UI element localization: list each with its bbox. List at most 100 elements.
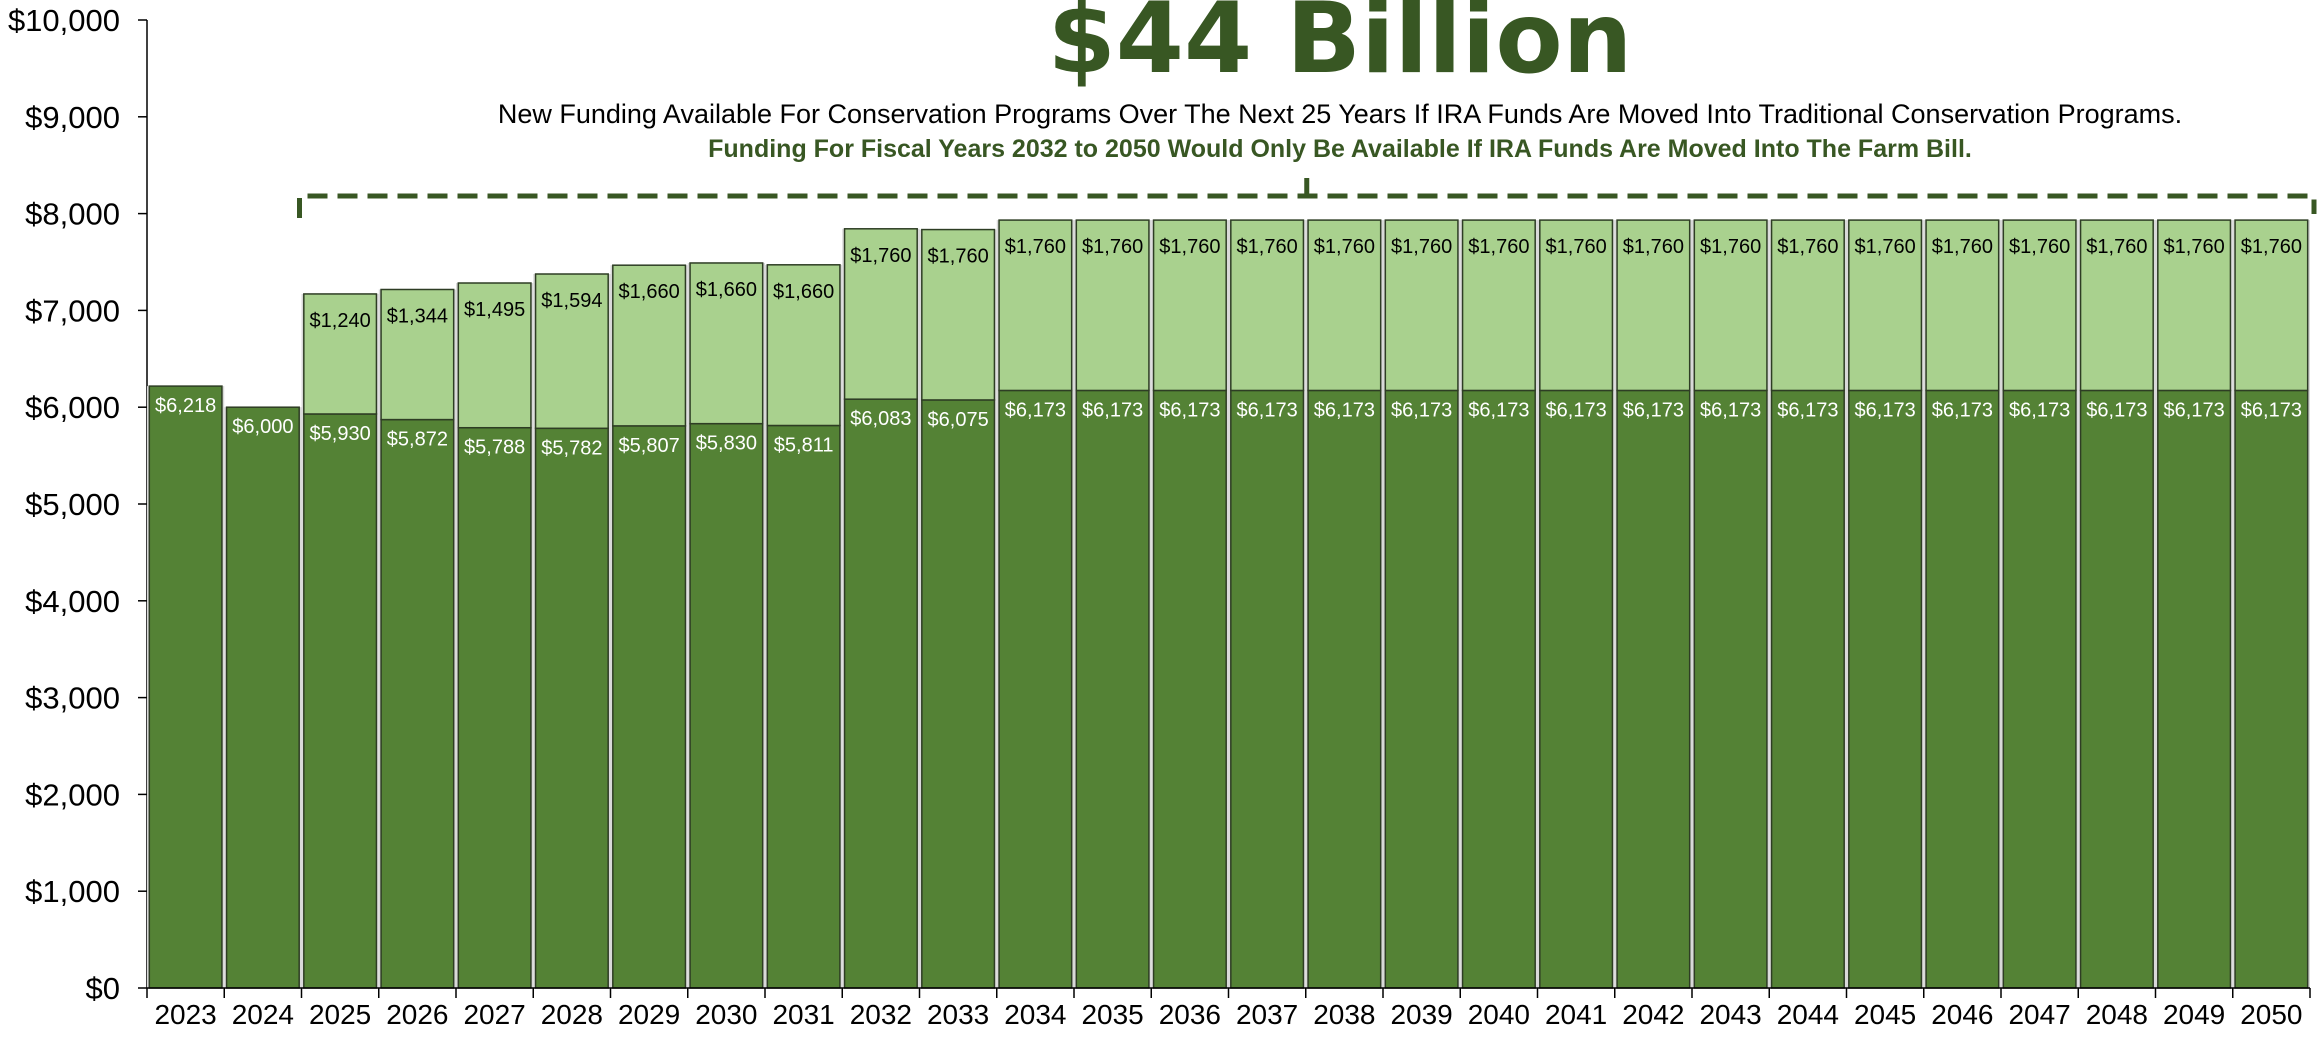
y-tick-label: $0 xyxy=(86,971,120,1006)
y-tick-label: $5,000 xyxy=(25,487,120,522)
data-label-base: $5,811 xyxy=(774,434,834,456)
y-tick-label: $6,000 xyxy=(25,390,120,425)
bar-base-2023 xyxy=(148,385,223,989)
bar-base-2025 xyxy=(303,413,378,989)
data-label-base: $6,173 xyxy=(1314,399,1375,421)
data-label-base: $5,788 xyxy=(464,437,525,459)
data-label-base: $6,173 xyxy=(1082,399,1143,421)
x-tick-label: 2032 xyxy=(850,999,912,1030)
bar-base-2034 xyxy=(998,389,1073,989)
bar-base-2027 xyxy=(457,426,532,989)
x-tick-label: 2037 xyxy=(1236,999,1298,1030)
x-tick-label: 2028 xyxy=(541,999,603,1030)
bar-base-2045 xyxy=(1848,389,1923,989)
x-tick-label: 2024 xyxy=(232,999,294,1030)
data-label-base: $5,930 xyxy=(310,423,371,445)
y-tick-label: $8,000 xyxy=(25,197,120,232)
chart-note: Funding For Fiscal Years 2032 to 2050 Wo… xyxy=(708,135,1972,163)
y-tick-label: $9,000 xyxy=(25,100,120,135)
bar-ira-2030 xyxy=(689,262,764,425)
bar-base-2049 xyxy=(2157,389,2232,989)
data-label-base: $6,173 xyxy=(1005,399,1066,421)
bar-ira-2036 xyxy=(1152,219,1227,392)
bar-base-2041 xyxy=(1539,389,1614,989)
data-label-ira: $1,495 xyxy=(464,299,525,321)
bar-base-2028 xyxy=(534,427,609,989)
x-tick-label: 2042 xyxy=(1622,999,1684,1030)
data-label-ira: $1,760 xyxy=(2164,236,2225,258)
data-label-base: $5,782 xyxy=(541,437,602,459)
bar-ira-2026 xyxy=(380,288,455,421)
bar-ira-2034 xyxy=(998,219,1073,392)
bar-ira-2045 xyxy=(1848,219,1923,392)
y-axis: $0 $1,000 $2,000 $3,000 $4,000 $5,000 $6,000 $7… xyxy=(8,3,148,1006)
bars: $6,218 $6,000 $5,930 $1,240 $5,872 $1,344 $5,7… xyxy=(147,219,2310,989)
data-label-ira: $1,760 xyxy=(850,245,911,267)
bar-ira-2050 xyxy=(2234,219,2309,392)
chart-headline: $44 Billion xyxy=(1048,0,1633,96)
data-label-ira: $1,760 xyxy=(1159,236,1220,258)
bar-base-2032 xyxy=(843,398,918,989)
x-tick-label: 2043 xyxy=(1699,999,1761,1030)
x-tick-label: 2040 xyxy=(1468,999,1530,1030)
data-label-base: $6,173 xyxy=(1546,399,1607,421)
bar-base-2024 xyxy=(225,406,300,989)
bar-ira-2043 xyxy=(1693,219,1768,392)
data-label-ira: $1,760 xyxy=(2241,236,2302,258)
x-axis: 2023 2024 2025 2026 2027 2028 2029 2030 2031 2032… xyxy=(146,987,2311,1030)
bar-base-2033 xyxy=(921,399,996,989)
chart-subtitle: New Funding Available For Conservation P… xyxy=(498,99,2182,129)
x-tick-label: 2038 xyxy=(1313,999,1375,1030)
x-tick-label: 2050 xyxy=(2240,999,2302,1030)
bar-base-2035 xyxy=(1075,389,1150,989)
data-label-base: $6,173 xyxy=(1391,399,1452,421)
x-tick-label: 2047 xyxy=(2008,999,2070,1030)
x-tick-label: 2034 xyxy=(1004,999,1066,1030)
bar-ira-2044 xyxy=(1770,219,1845,392)
bar-base-2040 xyxy=(1461,389,1536,989)
data-label-ira: $1,760 xyxy=(1623,236,1684,258)
x-tick-label: 2025 xyxy=(309,999,371,1030)
data-label-ira: $1,760 xyxy=(1546,236,1607,258)
bar-base-2043 xyxy=(1693,389,1768,989)
data-label-base: $6,173 xyxy=(1623,399,1684,421)
data-label-base: $6,083 xyxy=(850,408,911,430)
x-tick-label: 2046 xyxy=(1931,999,1993,1030)
bar-ira-2037 xyxy=(1230,219,1305,392)
data-label-ira: $1,660 xyxy=(773,281,834,303)
data-label-ira: $1,760 xyxy=(1005,236,1066,258)
y-tick-label: $7,000 xyxy=(25,293,120,328)
bar-ira-2033 xyxy=(921,228,996,401)
bar-base-2044 xyxy=(1770,389,1845,989)
bar-base-2039 xyxy=(1384,389,1459,989)
data-label-base: $6,173 xyxy=(2164,399,2225,421)
data-label-base: $6,173 xyxy=(2086,399,2147,421)
data-label-ira: $1,344 xyxy=(387,305,448,327)
x-tick-label: 2041 xyxy=(1545,999,1607,1030)
data-label-base: $5,872 xyxy=(387,429,448,451)
y-tick-label: $2,000 xyxy=(25,777,120,812)
bar-ira-2040 xyxy=(1461,219,1536,392)
bar-ira-2048 xyxy=(2079,219,2154,392)
bar-ira-2027 xyxy=(457,282,532,429)
data-label-base: $6,173 xyxy=(1159,399,1220,421)
data-label-base: $5,830 xyxy=(696,433,757,455)
data-label-base: $6,173 xyxy=(1237,399,1298,421)
x-tick-label: 2036 xyxy=(1159,999,1221,1030)
x-tick-label: 2027 xyxy=(463,999,525,1030)
data-label-base: $5,807 xyxy=(619,435,680,457)
x-tick-label: 2045 xyxy=(1854,999,1916,1030)
bar-base-2038 xyxy=(1307,389,1382,989)
bar-base-2030 xyxy=(689,422,764,989)
y-tick-label: $1,000 xyxy=(25,874,120,909)
data-label-base: $6,075 xyxy=(928,409,989,431)
bar-ira-2049 xyxy=(2157,219,2232,392)
x-tick-label: 2049 xyxy=(2163,999,2225,1030)
x-tick-label: 2048 xyxy=(2086,999,2148,1030)
data-label-ira: $1,660 xyxy=(696,279,757,301)
bar-ira-2038 xyxy=(1307,219,1382,392)
bar-ira-2029 xyxy=(612,264,687,427)
data-label-ira: $1,760 xyxy=(1700,236,1761,258)
data-label-ira: $1,760 xyxy=(1932,236,1993,258)
